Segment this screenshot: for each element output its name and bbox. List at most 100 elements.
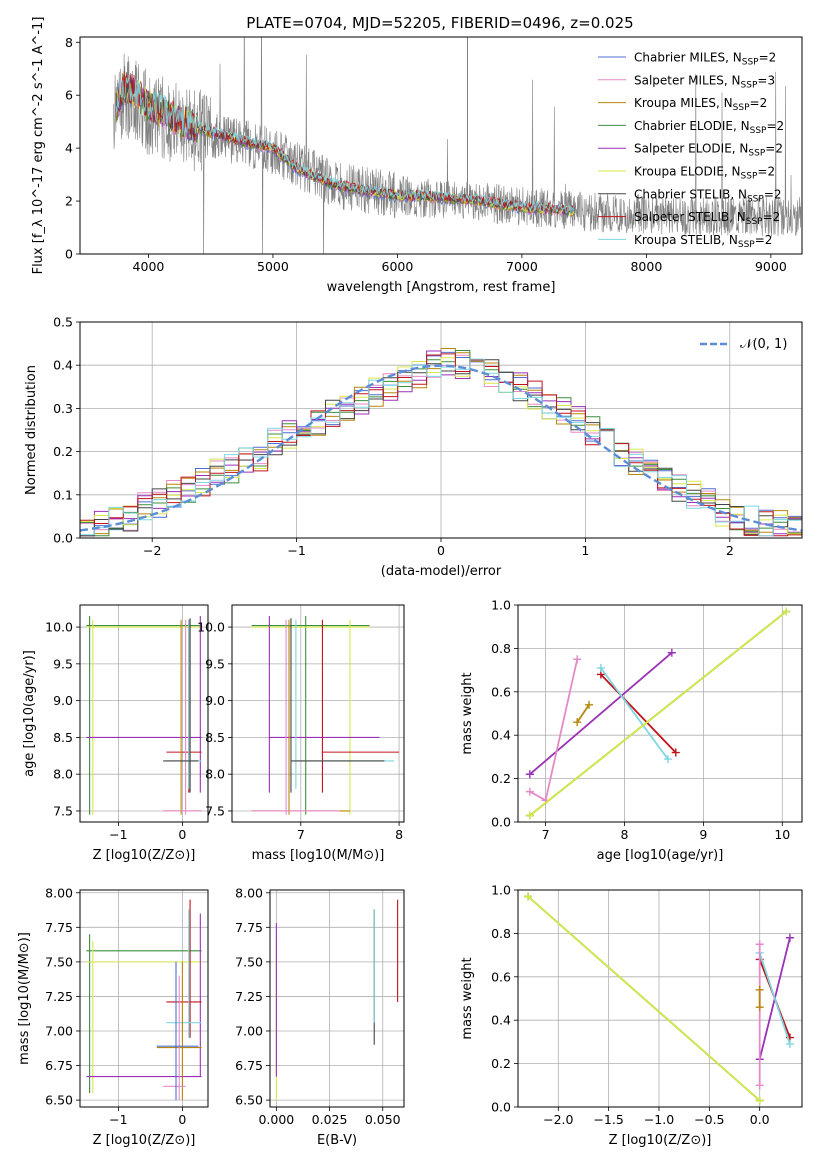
axes-mass-vs-Z: −1 0 6.50 6.75 7.00 7.25 7.50 7.75 8.00 Z [log10(… bbox=[17, 885, 209, 1148]
weight-line-salpeter-elodie bbox=[529, 652, 673, 775]
weight-marker bbox=[755, 1003, 764, 1012]
legend-label: Salpeter MILES, NSSP=3 bbox=[634, 73, 775, 90]
y-tick-label: 0.6 bbox=[491, 684, 511, 699]
plot-area-spectrum bbox=[113, 37, 802, 254]
model-line-salpeter-stelib bbox=[115, 70, 575, 213]
histogram-kroupa-stelib bbox=[80, 358, 802, 537]
y-tick-label: 7.50 bbox=[235, 954, 263, 969]
y-tick-label: 0.1 bbox=[53, 487, 73, 502]
legend-sub: SSP bbox=[741, 172, 758, 182]
axes-age-vs-mass: 7 8 7.5 8.0 8.5 9.0 9.5 10.0 mass [log10(M/M⊙)] bbox=[197, 604, 405, 863]
y-tick-label: 0.3 bbox=[53, 401, 73, 416]
x-tick-label: −1.5 bbox=[593, 1112, 623, 1127]
x-tick-label: 0.025 bbox=[312, 1112, 348, 1127]
legend-value: =2 bbox=[750, 96, 768, 110]
y-tick-label: 6 bbox=[65, 88, 73, 103]
x-tick-label: −0.5 bbox=[694, 1112, 724, 1127]
y-axis-label: mass [log10(M/M⊙)] bbox=[17, 932, 32, 1065]
axes-frame bbox=[231, 604, 405, 823]
y-tick-label: 0.2 bbox=[491, 1056, 511, 1071]
x-tick-label: 8 bbox=[395, 827, 403, 842]
y-tick-label: 9.5 bbox=[53, 656, 73, 671]
axes-frame bbox=[79, 36, 803, 255]
x-axis-label: (data-model)/error bbox=[381, 564, 502, 579]
legend-label: 𝒩(0, 1) bbox=[740, 337, 787, 352]
y-tick-label: 0.2 bbox=[491, 771, 511, 786]
legend-value: =2 bbox=[765, 142, 783, 156]
weight-marker bbox=[755, 1081, 764, 1090]
legend-label: Chabrier MILES, NSSP=2 bbox=[634, 51, 776, 68]
x-tick-label: −1 bbox=[109, 1112, 127, 1127]
y-tick-label: 7.00 bbox=[45, 1023, 73, 1038]
legend-value: =2 bbox=[766, 119, 784, 133]
legend-value: =2 bbox=[755, 233, 773, 247]
legend-label: Chabrier STELIB, NSSP=2 bbox=[634, 187, 782, 204]
x-tick-label: 0 bbox=[178, 1112, 186, 1127]
weight-line-kroupa-stelib bbox=[758, 952, 791, 1045]
y-tick-label: 9.5 bbox=[205, 656, 225, 671]
legend-label: Kroupa STELIB, NSSP=2 bbox=[634, 233, 772, 250]
weight-marker bbox=[596, 663, 605, 672]
plot-area-age-vs-mass bbox=[251, 616, 400, 815]
weight-marker bbox=[525, 770, 534, 779]
legend-value: =2 bbox=[759, 51, 777, 65]
y-tick-label: 1.0 bbox=[491, 883, 511, 898]
weight-marker bbox=[573, 655, 582, 664]
weight-line-salpeter-stelib bbox=[600, 673, 677, 754]
x-tick-label: 7 bbox=[542, 827, 550, 842]
model-line-chabrier-elodie bbox=[115, 75, 575, 216]
legend-value: =3 bbox=[757, 73, 775, 87]
axes-frame bbox=[269, 889, 405, 1108]
y-tick-label: 0.8 bbox=[491, 926, 511, 941]
x-tick-label: 0 bbox=[437, 543, 445, 558]
model-line-salpeter-elodie bbox=[115, 74, 575, 216]
x-tick-label: 6000 bbox=[382, 259, 414, 274]
y-tick-label: 6.50 bbox=[235, 1093, 263, 1108]
y-tick-label: 7.50 bbox=[45, 954, 73, 969]
axes-frame bbox=[79, 604, 209, 823]
y-axis-label: age [log10(age/yr)] bbox=[22, 650, 37, 777]
legend-sub: SSP bbox=[738, 240, 755, 250]
legend-sub: SSP bbox=[742, 58, 759, 68]
x-axis-label: Z [log10(Z/Z⊙)] bbox=[609, 1133, 712, 1148]
y-tick-label: 0.0 bbox=[491, 815, 511, 830]
x-tick-label: −2.0 bbox=[543, 1112, 573, 1127]
y-tick-label: 0 bbox=[65, 247, 73, 262]
y-axis-label: Flux [f_λ 10^-17 erg cm^-2 s^-1 A^-1] bbox=[31, 17, 46, 275]
y-tick-label: 10.0 bbox=[197, 620, 225, 635]
plot-area-mass-vs-ebv bbox=[275, 899, 399, 1101]
x-axis-label: Z [log10(Z/Z⊙)] bbox=[93, 1133, 196, 1148]
y-tick-label: 7.75 bbox=[45, 920, 73, 935]
weight-marker bbox=[755, 1096, 764, 1105]
legend-sub: SSP bbox=[741, 80, 758, 90]
plot-area-weight-vs-age bbox=[525, 607, 791, 820]
axes-frame bbox=[517, 889, 803, 1108]
weight-marker bbox=[663, 755, 672, 764]
x-tick-label: −1 bbox=[109, 827, 127, 842]
y-tick-label: 1.0 bbox=[491, 598, 511, 613]
gaussian-curve bbox=[80, 364, 802, 532]
y-tick-label: 0.8 bbox=[491, 641, 511, 656]
legend-label: Kroupa MILES, NSSP=2 bbox=[634, 96, 767, 113]
axes-mass-vs-ebv: 0.000 0.025 0.050 6.50 6.75 7.00 7.25 7.50 7.75 8… bbox=[235, 885, 405, 1148]
axes-frame bbox=[79, 889, 209, 1108]
axes-frame bbox=[517, 604, 803, 823]
plot-area-residuals bbox=[80, 348, 802, 537]
axes-weight-vs-Z: −2.0 −1.5 −1.0 −0.5 0.0 0.0 0.2 0.4 0.6 0.8 1.0 Z [… bbox=[460, 883, 803, 1148]
x-tick-label: 0.050 bbox=[365, 1112, 401, 1127]
x-axis-label: Z [log10(Z/Z⊙)] bbox=[93, 848, 196, 863]
x-tick-label: 1 bbox=[581, 543, 589, 558]
x-tick-label: 0.000 bbox=[258, 1112, 294, 1127]
y-tick-label: 9.0 bbox=[205, 693, 225, 708]
x-axis-label: mass [log10(M/M⊙)] bbox=[252, 848, 385, 863]
weight-marker bbox=[785, 933, 794, 942]
legend-label: Salpeter ELODIE, NSSP=2 bbox=[634, 142, 783, 159]
x-tick-label: −1.0 bbox=[644, 1112, 674, 1127]
legend: Chabrier MILES, NSSP=2 Salpeter MILES, NS… bbox=[598, 51, 784, 250]
y-tick-label: 0.4 bbox=[491, 1013, 511, 1028]
y-tick-label: 6.75 bbox=[235, 1058, 263, 1073]
x-tick-label: 7 bbox=[297, 827, 305, 842]
weight-marker bbox=[782, 607, 791, 616]
weight-line-kroupa-miles bbox=[576, 704, 590, 723]
model-line-kroupa-stelib bbox=[115, 77, 575, 214]
